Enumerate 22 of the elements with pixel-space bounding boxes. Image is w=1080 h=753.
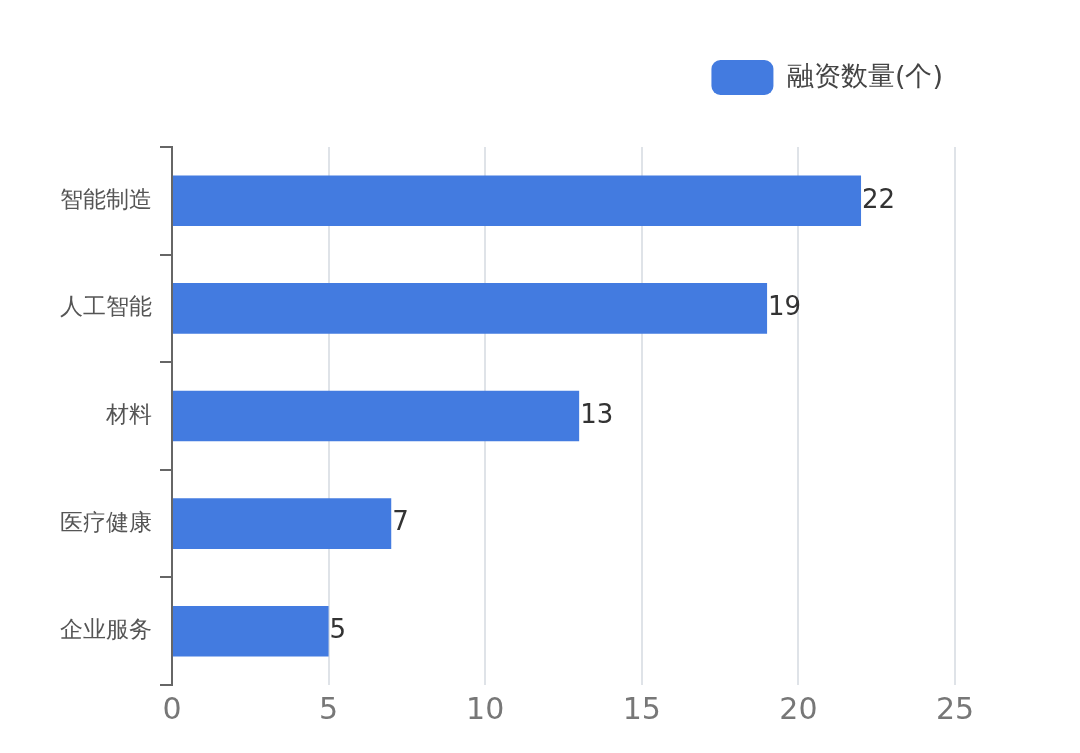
x-tick-label: 5 [319,690,339,726]
y-tick-label: 材料 [105,400,152,427]
x-tick-label: 0 [162,690,182,726]
y-tick-label: 人工智能 [60,293,152,320]
x-tick-label: 10 [466,690,505,726]
bar [173,390,580,442]
data-label: 19 [768,291,802,322]
bar [173,175,862,227]
bar [173,498,392,549]
data-label: 5 [329,613,347,644]
data-label: 7 [392,506,409,537]
x-tick-label: 25 [935,690,975,726]
bar [173,283,768,334]
bar [173,605,329,657]
x-tick-label: 20 [779,690,818,726]
x-tick-label: 15 [622,690,661,726]
y-tick-label: 企业服务 [60,616,152,643]
legend-label: 融资数量(个) [786,59,944,91]
y-tick-label: 医疗健康 [60,508,152,535]
y-tick-label: 智能制造 [60,185,152,212]
data-label: 13 [580,398,614,429]
data-label: 22 [862,183,896,214]
